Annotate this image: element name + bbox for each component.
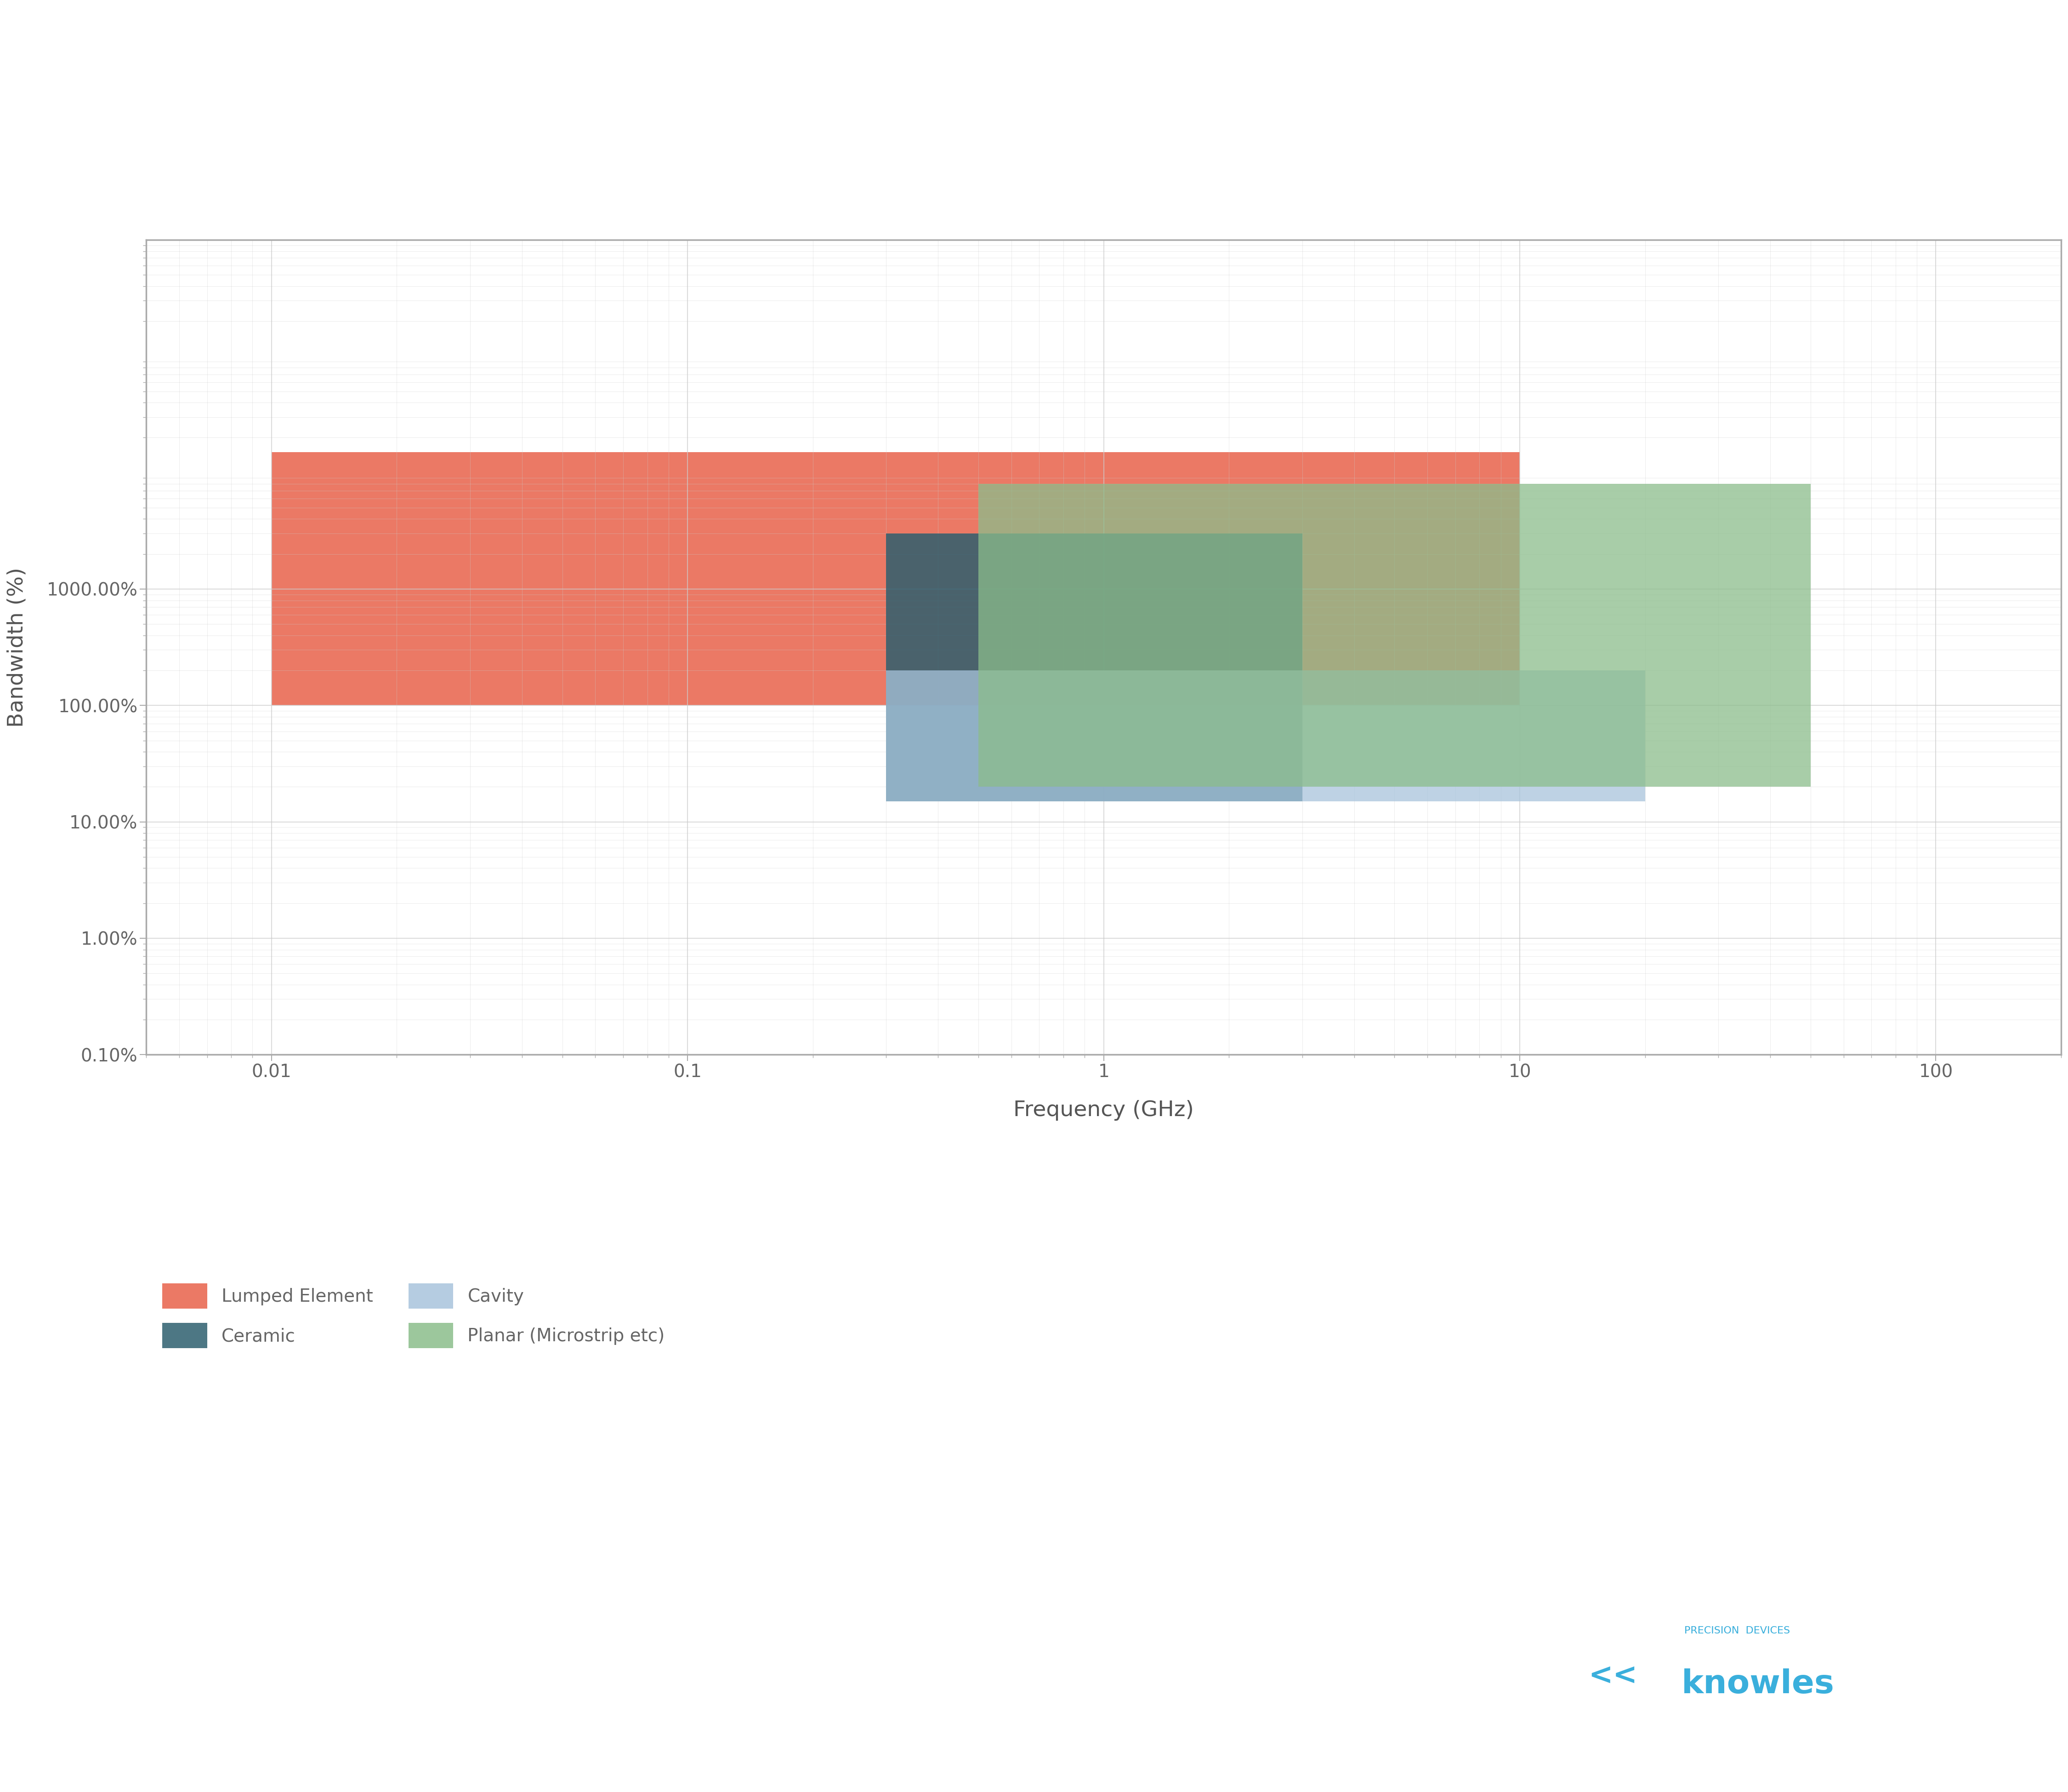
Text: Filter Bandwidth (%) vs Frequency (GHz): Filter Bandwidth (%) vs Frequency (GHz) — [726, 143, 1342, 170]
FancyBboxPatch shape — [271, 452, 1520, 706]
Text: knowles: knowles — [1681, 1668, 1834, 1701]
Legend: Lumped Element, Ceramic, Cavity, Planar (Microstrip etc): Lumped Element, Ceramic, Cavity, Planar … — [155, 1276, 672, 1355]
FancyBboxPatch shape — [885, 534, 1303, 801]
Y-axis label: Bandwidth (%): Bandwidth (%) — [6, 568, 27, 728]
FancyBboxPatch shape — [885, 670, 1644, 801]
X-axis label: Frequency (GHz): Frequency (GHz) — [1013, 1100, 1193, 1120]
Text: PRECISION  DEVICES: PRECISION DEVICES — [1683, 1625, 1791, 1636]
Text: <<: << — [1588, 1661, 1638, 1690]
FancyBboxPatch shape — [978, 484, 1812, 787]
